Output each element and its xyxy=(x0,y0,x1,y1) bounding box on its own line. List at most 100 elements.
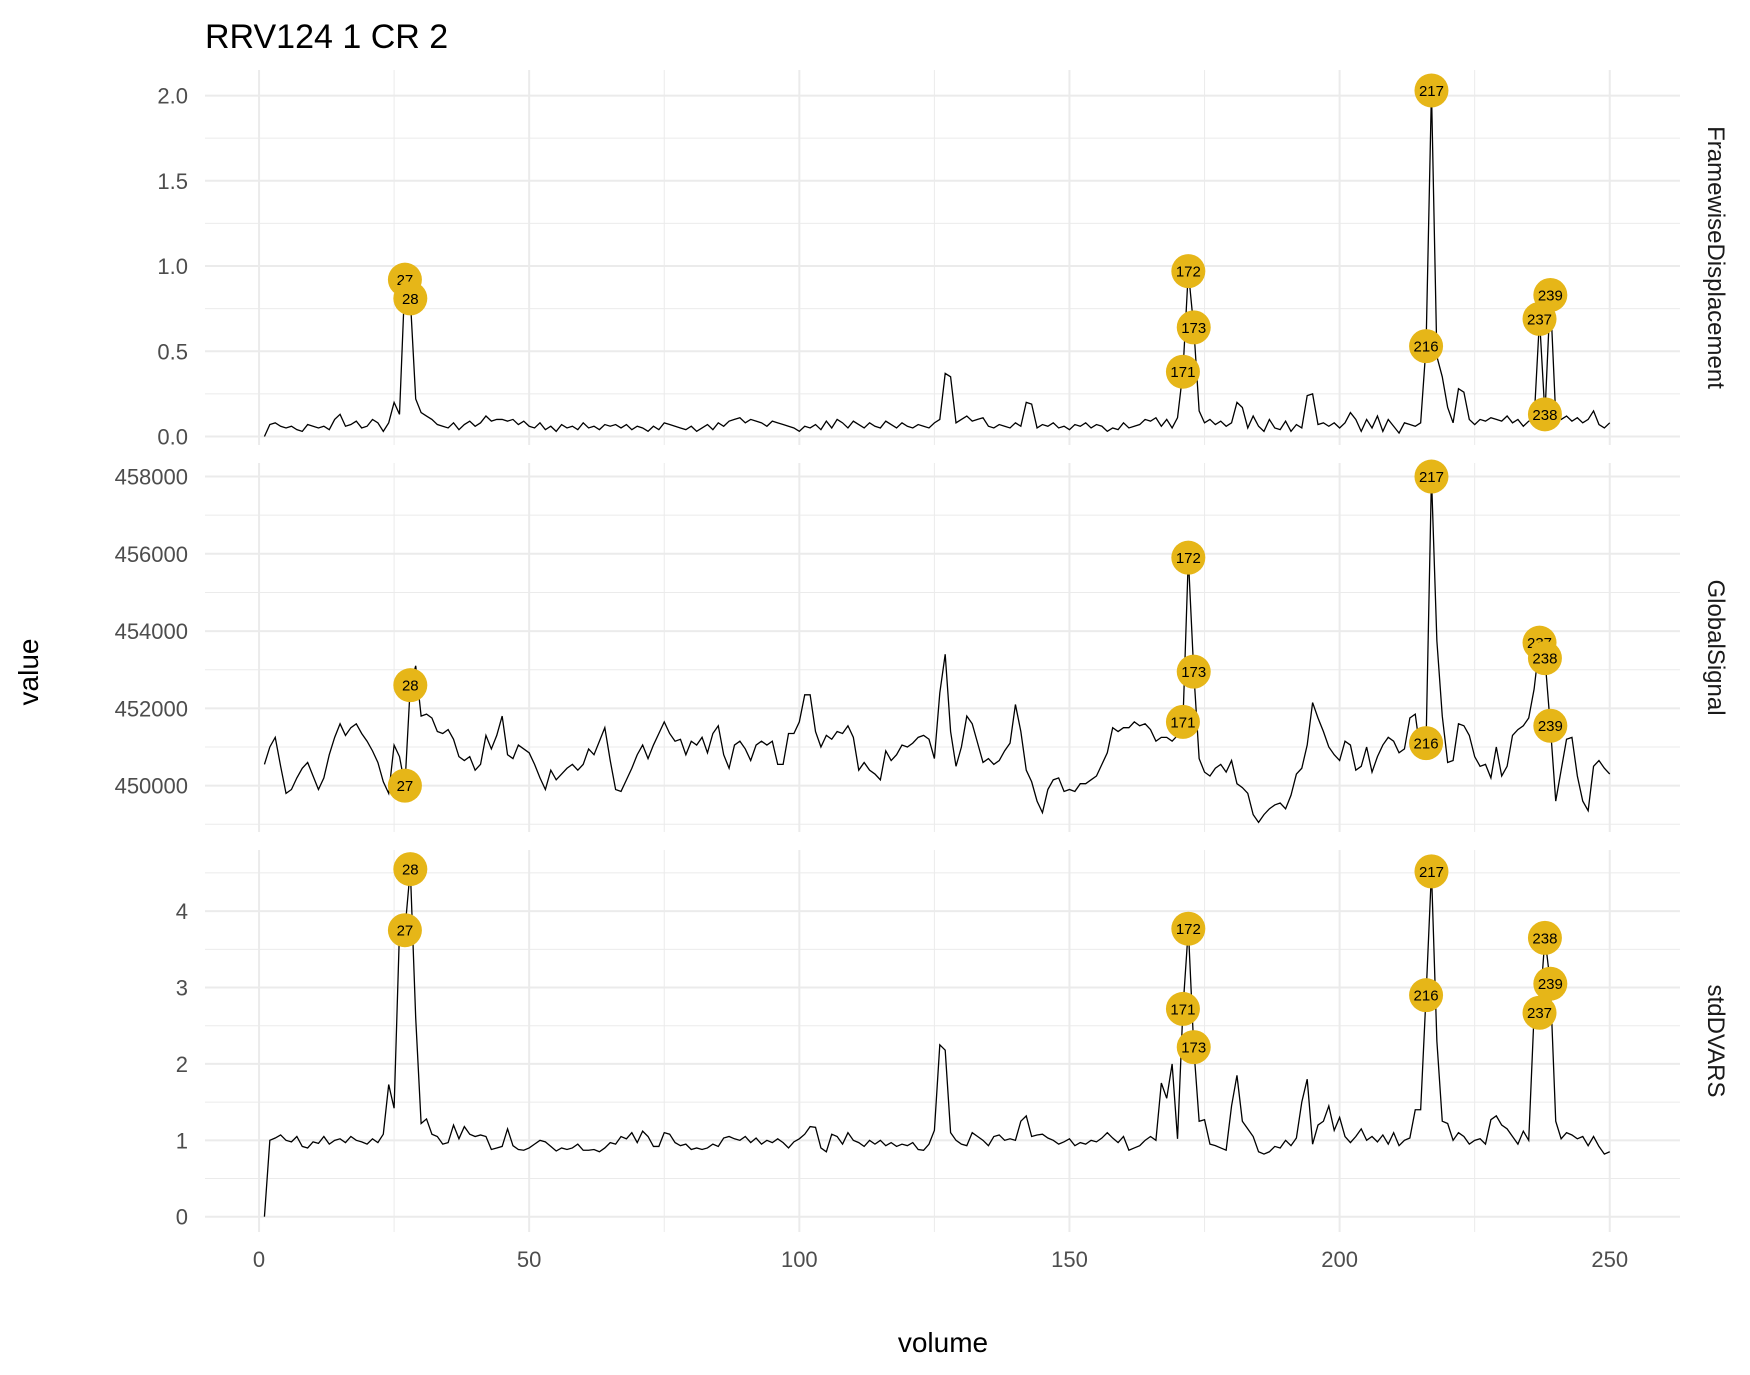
outlier-marker xyxy=(387,913,422,948)
panel-stdDVARS: 0 1 2 3 4 27 28 171 172 173 216 217 237 238 239 stdDVAR… xyxy=(176,850,1729,1232)
facet-strip-label: GlobalSignal xyxy=(1702,579,1729,715)
outlier-label: 238 xyxy=(1532,930,1557,947)
outlier-marker xyxy=(1176,654,1211,689)
y-tick-label: 1.5 xyxy=(157,169,188,194)
outlier-marker xyxy=(1176,310,1211,345)
outlier-label: 28 xyxy=(402,291,419,308)
outlier-label: 238 xyxy=(1532,651,1557,668)
outlier-point: 173 xyxy=(1176,654,1211,689)
outlier-label: 28 xyxy=(402,862,419,879)
outlier-label: 216 xyxy=(1414,988,1439,1005)
x-tick-label: 200 xyxy=(1321,1247,1358,1272)
panel-GlobalSignal: 450000 452000 454000 456000 458000 27 28 171 172… xyxy=(115,459,1729,832)
outlier-marker xyxy=(1414,73,1449,108)
chart-title: RRV124 1 CR 2 xyxy=(205,18,448,56)
x-axis-ticks: 0 50 100 150 200 250 xyxy=(253,1247,1628,1272)
outlier-marker xyxy=(1171,254,1206,289)
y-tick-label: 4 xyxy=(176,899,188,924)
outlier-label: 239 xyxy=(1538,288,1563,305)
outlier-marker xyxy=(393,281,428,316)
x-tick-label: 150 xyxy=(1051,1247,1088,1272)
outlier-point: 216 xyxy=(1409,978,1444,1013)
x-tick-label: 50 xyxy=(517,1247,541,1272)
outlier-point: 239 xyxy=(1533,708,1568,743)
outlier-label: 173 xyxy=(1181,1040,1206,1057)
outlier-point: 173 xyxy=(1176,310,1211,345)
outlier-marker xyxy=(1165,354,1200,389)
outlier-label: 172 xyxy=(1176,264,1201,281)
outlier-point: 171 xyxy=(1165,704,1200,739)
y-tick-label: 450000 xyxy=(115,774,188,799)
y-tick-label: 1 xyxy=(176,1128,188,1153)
outlier-marker xyxy=(1414,459,1449,494)
outlier-label: 172 xyxy=(1176,921,1201,938)
outlier-marker xyxy=(387,768,422,803)
outlier-marker xyxy=(1527,920,1562,955)
facet-strip-label: FramewiseDisplacement xyxy=(1702,126,1729,389)
outlier-point: 171 xyxy=(1165,354,1200,389)
outlier-label: 171 xyxy=(1170,364,1195,381)
outlier-marker xyxy=(1533,708,1568,743)
y-tick-label: 0.0 xyxy=(157,424,188,449)
outlier-label: 171 xyxy=(1170,714,1195,731)
outlier-point: 238 xyxy=(1527,920,1562,955)
y-tick-label: 456000 xyxy=(115,542,188,567)
outlier-point: 171 xyxy=(1165,991,1200,1026)
outlier-point: 216 xyxy=(1409,329,1444,364)
outlier-point: 217 xyxy=(1414,73,1449,108)
y-tick-label: 454000 xyxy=(115,619,188,644)
y-tick-label: 452000 xyxy=(115,696,188,721)
outlier-point: 237 xyxy=(1522,995,1557,1030)
outlier-marker xyxy=(393,852,428,887)
y-axis-title: value xyxy=(13,639,44,706)
y-tick-label: 2.0 xyxy=(157,84,188,109)
outlier-point: 239 xyxy=(1533,278,1568,312)
outlier-point: 28 xyxy=(393,668,428,703)
outlier-marker xyxy=(1409,329,1444,364)
y-tick-label: 2 xyxy=(176,1052,188,1077)
outlier-point: 28 xyxy=(393,852,428,887)
y-tick-label: 0 xyxy=(176,1205,188,1230)
outlier-label: 172 xyxy=(1176,550,1201,567)
outlier-marker xyxy=(1165,991,1200,1026)
outlier-marker xyxy=(1171,540,1206,575)
x-tick-label: 100 xyxy=(781,1247,818,1272)
outlier-marker xyxy=(1533,966,1568,1001)
outlier-point: 173 xyxy=(1176,1030,1211,1065)
outlier-label: 171 xyxy=(1170,1001,1195,1018)
outlier-point: 216 xyxy=(1409,726,1444,761)
x-tick-label: 250 xyxy=(1591,1247,1628,1272)
outlier-point: 28 xyxy=(393,281,428,316)
x-axis-title: volume xyxy=(898,1327,988,1358)
outlier-point: 172 xyxy=(1171,254,1206,289)
outlier-marker xyxy=(1522,995,1557,1030)
outlier-label: 238 xyxy=(1532,407,1557,424)
outlier-label: 239 xyxy=(1538,718,1563,735)
y-tick-label: 3 xyxy=(176,976,188,1001)
outlier-label: 217 xyxy=(1419,83,1444,100)
outlier-label: 239 xyxy=(1538,976,1563,993)
outlier-label: 216 xyxy=(1414,736,1439,753)
x-tick-label: 0 xyxy=(253,1247,265,1272)
y-tick-label: 0.5 xyxy=(157,339,188,364)
facet-panels: 0.0 0.5 1.0 1.5 2.0 27 28 171 172 173 216 217 237 238… xyxy=(115,70,1729,1232)
y-tick-label: 1.0 xyxy=(157,254,188,279)
series-line-GlobalSignal xyxy=(263,476,1611,824)
outlier-marker xyxy=(1409,726,1444,761)
outlier-marker xyxy=(1171,911,1206,946)
outlier-marker xyxy=(1533,278,1568,312)
series-line-stdDVARS xyxy=(263,869,1611,1217)
outlier-label: 173 xyxy=(1181,664,1206,681)
outlier-point: 172 xyxy=(1171,540,1206,575)
outlier-label: 27 xyxy=(397,778,414,795)
outlier-marker xyxy=(1409,978,1444,1013)
outlier-label: 237 xyxy=(1527,1005,1552,1022)
outlier-marker xyxy=(1527,397,1562,432)
outlier-label: 27 xyxy=(397,923,414,940)
facet-strip-label: stdDVARS xyxy=(1702,985,1729,1098)
outlier-point: 238 xyxy=(1527,641,1562,676)
outlier-marker xyxy=(1176,1030,1211,1065)
series-line-FramewiseDisplacement xyxy=(263,90,1611,437)
outlier-marker xyxy=(393,668,428,703)
